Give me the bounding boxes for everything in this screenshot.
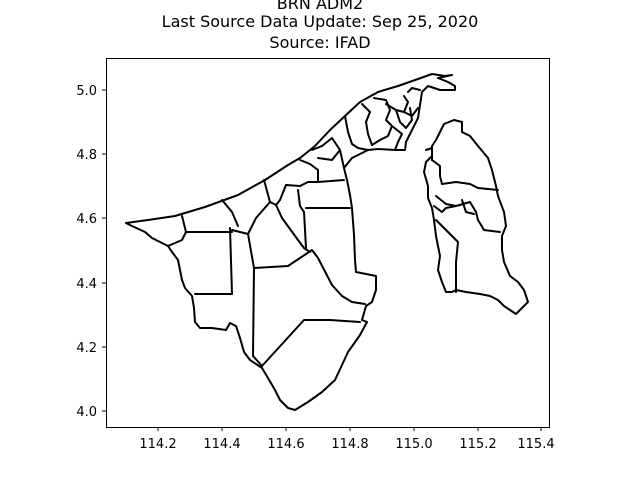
district-border <box>371 97 393 146</box>
y-tick-label: 4.2 <box>76 341 97 356</box>
x-tick-label: 115.0 <box>395 437 432 452</box>
x-tick-label: 115.2 <box>459 437 496 452</box>
district-border <box>247 233 263 367</box>
y-tick-label: 4.0 <box>76 405 97 420</box>
district-border <box>317 149 341 161</box>
y-tick-label: 5.0 <box>76 84 97 99</box>
x-tick-label: 115.4 <box>517 437 554 452</box>
x-tick-label: 114.2 <box>139 437 176 452</box>
district-border <box>403 107 419 117</box>
x-tick-label: 114.6 <box>267 437 304 452</box>
y-axis: 4.0 4.2 4.4 4.6 4.8 5.0 <box>76 84 106 420</box>
district-border <box>221 199 239 227</box>
plot-frame <box>106 58 550 428</box>
district-border <box>435 195 501 233</box>
district-border <box>433 205 457 213</box>
district-border <box>425 147 433 161</box>
district-border <box>317 179 345 183</box>
western-brunei-boundaries <box>125 73 456 411</box>
district-border <box>181 215 187 233</box>
district-border <box>275 204 311 253</box>
district-border <box>391 125 403 151</box>
x-axis: 114.2 114.4 114.6 114.8 115.0 115.2 115.… <box>139 427 555 452</box>
x-tick-label: 114.8 <box>331 437 368 452</box>
western-outline <box>125 73 456 411</box>
district-border <box>261 319 361 367</box>
map-title-line-1: BRN ADM2 <box>276 0 364 13</box>
district-border <box>461 199 475 215</box>
map-title-line-3: Source: IFAD <box>269 33 371 52</box>
temburong-boundaries <box>423 119 529 315</box>
temburong-outline <box>423 119 529 315</box>
district-border <box>194 227 233 295</box>
district-border <box>344 115 369 151</box>
district-border <box>263 179 287 206</box>
district-border <box>253 249 366 305</box>
district-border <box>361 103 373 146</box>
district-border <box>407 87 421 93</box>
district-border <box>435 219 459 293</box>
x-tick-label: 114.4 <box>203 437 240 452</box>
district-border <box>311 137 345 169</box>
map-title-line-2: Last Source Data Update: Sep 25, 2020 <box>161 12 479 31</box>
district-border <box>231 201 271 235</box>
district-border <box>167 231 233 247</box>
district-border <box>431 159 499 191</box>
y-tick-label: 4.6 <box>76 212 97 227</box>
y-tick-label: 4.4 <box>76 277 97 292</box>
y-tick-label: 4.8 <box>76 148 97 163</box>
district-border <box>297 189 307 249</box>
